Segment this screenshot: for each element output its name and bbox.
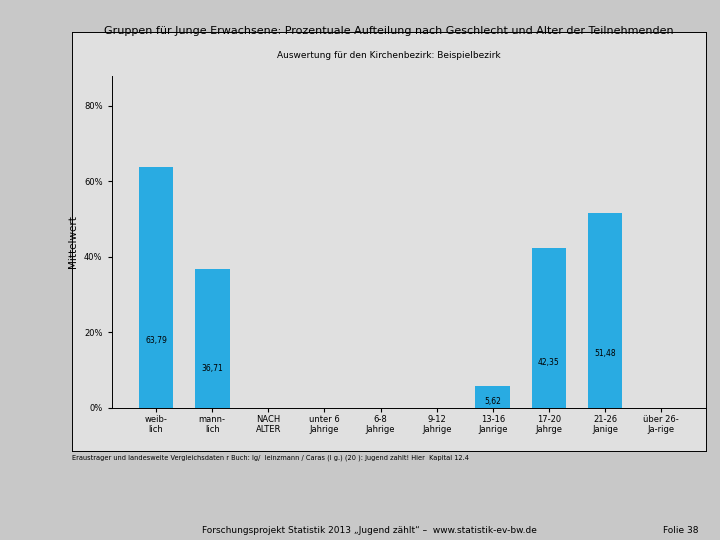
Text: 36,71: 36,71 <box>202 364 223 373</box>
Bar <box>531 248 567 408</box>
Text: 5,62: 5,62 <box>485 397 501 406</box>
Text: 42,35: 42,35 <box>538 359 560 367</box>
Bar <box>138 167 174 408</box>
Text: Forschungsprojekt Statistik 2013 „Jugend zählt“ –  www.statistik-ev-bw.de: Forschungsprojekt Statistik 2013 „Jugend… <box>202 525 536 535</box>
Bar <box>475 387 510 408</box>
Y-axis label: Mittelwert: Mittelwert <box>68 215 78 268</box>
Text: 51,48: 51,48 <box>594 349 616 358</box>
Bar <box>194 269 230 408</box>
Text: Eraustrager und landesweite Vergleichsdaten r Buch: lg/  leinzmann / Caras (I g.: Eraustrager und landesweite Vergleichsda… <box>72 455 469 461</box>
Bar <box>588 213 623 408</box>
Text: 63,79: 63,79 <box>145 336 167 345</box>
Text: Folie 38: Folie 38 <box>663 525 698 535</box>
Text: Gruppen für Junge Erwachsene: Prozentuale Aufteilung nach Geschlecht und Alter d: Gruppen für Junge Erwachsene: Prozentual… <box>104 26 674 36</box>
Text: Auswertung für den Kirchenbezirk: Beispielbezirk: Auswertung für den Kirchenbezirk: Beispi… <box>277 51 500 60</box>
